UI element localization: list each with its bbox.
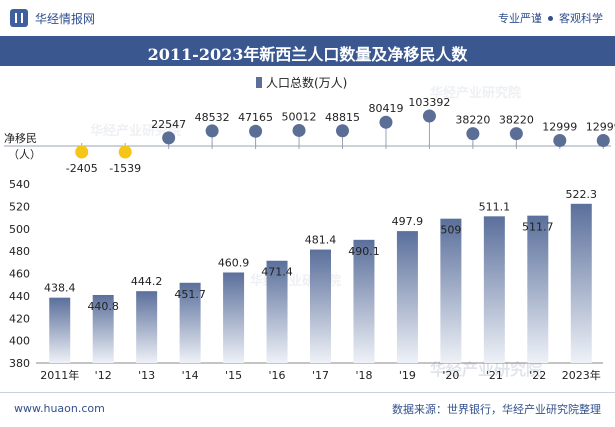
y-tick-label: 500 [9, 223, 30, 236]
legend: 人口总数(万人) [256, 74, 347, 91]
migration-value-label: 80419 [368, 102, 403, 115]
footer-source: 数据来源：世界银行，华经产业研究院整理 [392, 403, 601, 416]
y-tick-label: 420 [9, 312, 30, 325]
x-tick-label: '22 [529, 369, 546, 382]
footer-website[interactable]: www.huaon.com [14, 402, 105, 415]
bar [527, 215, 549, 363]
brand[interactable]: 华经情报网 [10, 9, 95, 27]
x-tick-label: '20 [442, 369, 459, 382]
bar [266, 260, 288, 363]
y-tick-label: 460 [9, 268, 30, 281]
bar-value-label: 490.1 [348, 245, 380, 258]
migration-strip: 净移民 （人） -2405 -1539 22547 48532 47165 50012 4881… [4, 96, 615, 175]
legend-swatch-icon [256, 77, 262, 88]
x-tick-label: '17 [312, 369, 329, 382]
bar-value-label: 511.7 [522, 221, 554, 234]
migration-value-label: 38220 [499, 114, 534, 127]
x-tick-label: '14 [182, 369, 199, 382]
migration-value-label: 47165 [238, 111, 273, 124]
brand-logo-icon [10, 9, 28, 27]
legend-label: 人口总数(万人) [266, 76, 348, 90]
chart-title: 2011-2023年新西兰人口数量及净移民人数 [147, 45, 468, 64]
bar [179, 282, 201, 363]
bar [440, 218, 462, 363]
migration-value-label: 103392 [408, 96, 450, 109]
migration-dot [379, 115, 393, 129]
bar [310, 249, 331, 363]
migration-dot [553, 133, 567, 147]
migration-value-label: 48532 [195, 111, 230, 124]
y-tick-label: 520 [9, 200, 30, 213]
migration-value-label: 50012 [282, 110, 317, 123]
migration-dot [75, 145, 89, 159]
migration-dot [509, 127, 523, 141]
slogan-right: 客观科学 [559, 12, 603, 25]
migration-dot [422, 109, 436, 123]
migration-dot [162, 131, 176, 145]
slogan: 专业严谨 客观科学 [498, 10, 603, 26]
bar [223, 272, 245, 363]
x-tick-label: '16 [269, 369, 286, 382]
migration-dot [292, 123, 306, 137]
x-tick-label: '21 [486, 369, 503, 382]
x-tick-label: '19 [399, 369, 416, 382]
title-bar: 2011-2023年新西兰人口数量及净移民人数 [0, 36, 615, 66]
y-tick-label: 540 [9, 178, 30, 191]
migration-axis-label: 净移民 [4, 131, 37, 145]
slogan-dot-icon [548, 15, 553, 21]
bar-value-label: 481.4 [305, 234, 337, 247]
x-tick-label: 2023年 [562, 368, 601, 382]
x-axis: 2011年 '12 '13 '14 '15 '16 '17 '18 '19 '20 '21 '22 20… [40, 368, 601, 382]
top-header: 华经情报网 专业严谨 客观科学 [0, 0, 615, 36]
migration-axis-unit: （人） [8, 148, 41, 161]
bar-value-label: 440.8 [87, 300, 119, 313]
bar-value-label: 444.2 [131, 275, 163, 288]
migration-dot [466, 127, 480, 141]
bar-value-label: 451.7 [174, 288, 206, 301]
x-tick-label: '15 [225, 369, 242, 382]
y-tick-label: 380 [9, 357, 30, 370]
migration-dot [249, 124, 263, 138]
y-tick-label: 440 [9, 290, 30, 303]
footer-divider [0, 392, 615, 393]
bar-series: 438.4 440.8 444.2 451.7 460.9 471.4 481.4 490.1… [44, 188, 597, 363]
migration-value-label: 38220 [455, 114, 490, 127]
migration-value-label: -2405 [66, 162, 98, 175]
bar [49, 297, 71, 363]
y-tick-label: 400 [9, 335, 30, 348]
bar [353, 239, 375, 363]
migration-value-label: 12999 [542, 120, 577, 133]
chart-area: 净移民 （人） -2405 -1539 22547 48532 47165 50012 4881… [4, 96, 615, 382]
bar-value-label: 509 [440, 224, 461, 237]
bar [396, 231, 418, 363]
y-tick-label: 480 [9, 245, 30, 258]
bar-value-label: 460.9 [218, 256, 250, 269]
bar-value-label: 522.3 [566, 188, 598, 201]
bar [92, 294, 114, 363]
bar [570, 203, 592, 363]
migration-value-label: 48815 [325, 111, 360, 124]
bar [483, 216, 505, 363]
x-tick-label: '13 [138, 369, 155, 382]
x-tick-label: '18 [355, 369, 372, 382]
bar-value-label: 511.1 [479, 200, 511, 213]
migration-dot [118, 145, 132, 159]
migration-value-label: -1539 [109, 162, 141, 175]
migration-value-label: 22547 [151, 118, 186, 131]
migration-value-label: 12999 [586, 120, 615, 133]
bar-value-label: 497.9 [392, 215, 424, 228]
x-tick-label: '12 [95, 369, 112, 382]
brand-name: 华经情报网 [35, 11, 96, 26]
bar-value-label: 471.4 [261, 266, 293, 279]
bar [136, 291, 158, 363]
migration-dot [336, 124, 349, 138]
x-tick-label: 2011年 [40, 368, 79, 382]
migration-dot [205, 124, 219, 138]
slogan-left: 专业严谨 [498, 12, 542, 25]
bar-value-label: 438.4 [44, 282, 76, 295]
migration-dot [596, 133, 610, 147]
